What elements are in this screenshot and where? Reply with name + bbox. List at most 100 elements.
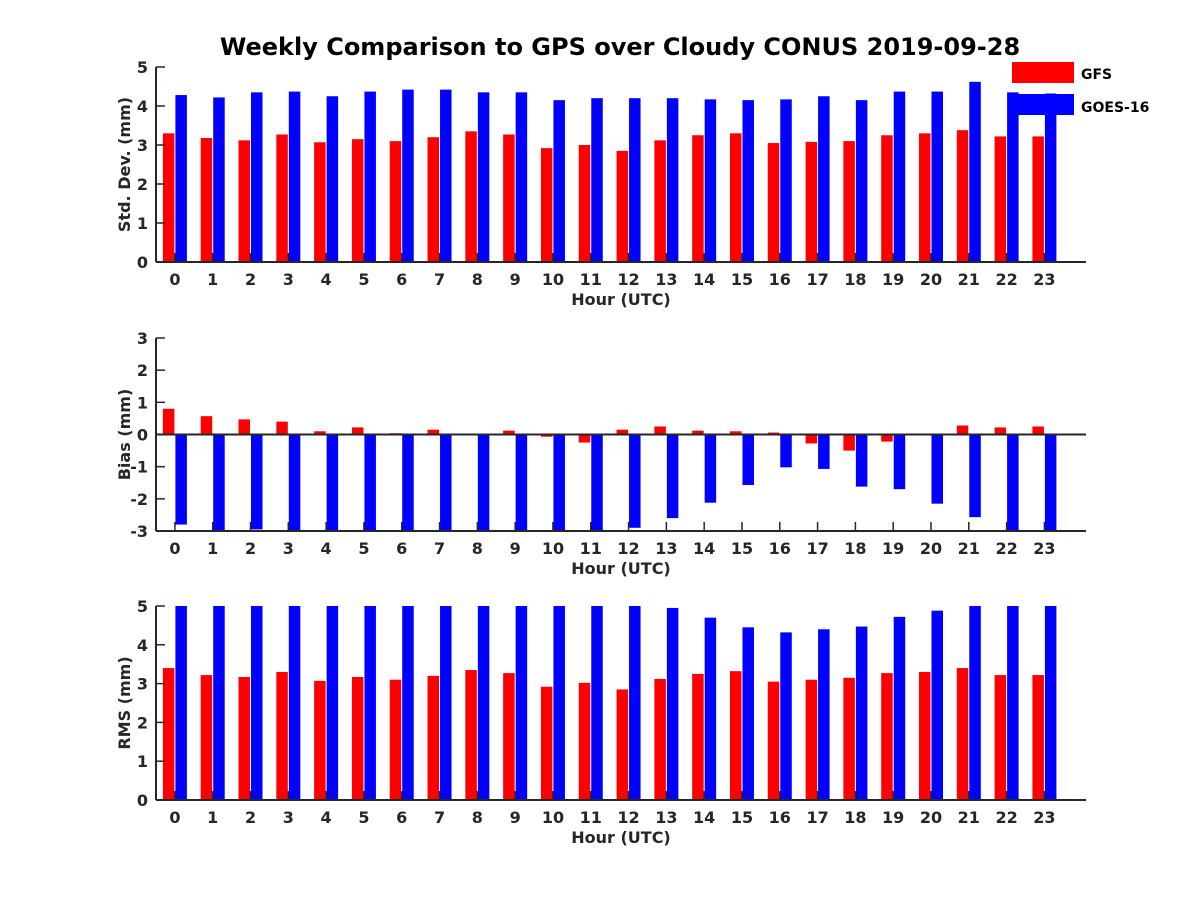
x-tick-label: 0 xyxy=(169,808,180,827)
bar-gfs-19 xyxy=(881,673,893,800)
y-tick-label: 3 xyxy=(137,136,148,155)
bar-goes-16-6 xyxy=(402,89,414,263)
bar-goes-16-10 xyxy=(553,606,565,800)
x-axis-label: Hour (UTC) xyxy=(571,828,671,847)
x-tick-label: 1 xyxy=(207,808,218,827)
bar-goes-16-1 xyxy=(213,434,225,531)
x-tick-label: 18 xyxy=(844,539,866,558)
y-tick-label: 0 xyxy=(137,253,148,272)
x-tick-label: 11 xyxy=(580,539,602,558)
bar-gfs-18 xyxy=(843,141,855,262)
bar-goes-16-3 xyxy=(288,434,301,531)
bar-goes-16-4 xyxy=(326,606,339,800)
x-tick-label: 13 xyxy=(655,539,677,558)
bar-gfs-7 xyxy=(427,675,440,800)
bar-gfs-19 xyxy=(881,434,893,442)
x-tick-label: 7 xyxy=(434,270,445,289)
x-tick-label: 9 xyxy=(510,539,521,558)
x-tick-label: 2 xyxy=(245,808,256,827)
x-tick-label: 13 xyxy=(655,808,677,827)
bar-goes-16-11 xyxy=(591,434,603,531)
x-tick-label: 13 xyxy=(655,270,677,289)
bar-goes-16-19 xyxy=(893,616,906,800)
x-tick-label: 8 xyxy=(472,539,483,558)
bar-gfs-1 xyxy=(200,416,213,435)
bar-gfs-8 xyxy=(465,670,477,800)
bar-gfs-15 xyxy=(729,671,742,800)
bar-goes-16-3 xyxy=(288,606,301,800)
y-tick-label: 2 xyxy=(137,713,148,732)
bar-goes-16-21 xyxy=(969,606,981,800)
bar-goes-16-20 xyxy=(931,434,943,504)
bar-goes-16-16 xyxy=(780,99,792,263)
x-tick-label: 19 xyxy=(882,270,904,289)
bar-gfs-5 xyxy=(351,139,364,262)
bar-gfs-18 xyxy=(843,434,855,451)
bar-goes-16-18 xyxy=(855,626,868,800)
x-tick-label: 18 xyxy=(844,270,866,289)
bar-gfs-14 xyxy=(692,673,704,800)
x-tick-label: 20 xyxy=(920,270,942,289)
bar-goes-16-1 xyxy=(213,606,225,800)
y-tick-label: 2 xyxy=(137,361,148,380)
x-tick-label: 4 xyxy=(321,539,332,558)
bar-gfs-21 xyxy=(956,130,969,262)
bar-gfs-21 xyxy=(956,425,969,435)
x-tick-label: 17 xyxy=(806,539,828,558)
bar-gfs-21 xyxy=(956,668,969,800)
bar-goes-16-8 xyxy=(477,434,490,531)
bar-goes-16-6 xyxy=(402,434,414,531)
x-tick-label: 11 xyxy=(580,808,602,827)
x-tick-label: 0 xyxy=(169,539,180,558)
bar-goes-16-14 xyxy=(704,99,717,263)
x-tick-label: 4 xyxy=(321,270,332,289)
bar-gfs-11 xyxy=(578,434,591,443)
bar-gfs-3 xyxy=(276,671,288,800)
bar-gfs-18 xyxy=(843,677,855,800)
bar-goes-16-4 xyxy=(326,434,339,531)
y-axis-label: Bias (mm) xyxy=(115,389,134,481)
bar-goes-16-7 xyxy=(440,89,452,263)
x-tick-label: 23 xyxy=(1033,808,1055,827)
bar-gfs-10 xyxy=(540,148,553,262)
y-tick-label: 4 xyxy=(137,97,148,116)
y-tick-label: 5 xyxy=(137,58,148,77)
bar-goes-16-15 xyxy=(742,100,754,263)
bar-gfs-0 xyxy=(162,408,175,435)
bar-goes-16-11 xyxy=(591,606,603,800)
bar-goes-16-22 xyxy=(1007,434,1019,531)
bar-gfs-1 xyxy=(200,675,213,800)
bar-gfs-7 xyxy=(427,137,440,262)
x-tick-label: 23 xyxy=(1033,270,1055,289)
x-tick-label: 6 xyxy=(396,808,407,827)
y-tick-label: 5 xyxy=(137,597,148,616)
bar-goes-16-17 xyxy=(818,629,830,800)
bar-gfs-17 xyxy=(805,434,818,444)
bar-gfs-9 xyxy=(503,134,515,262)
bar-goes-16-22 xyxy=(1007,92,1019,262)
x-tick-label: 14 xyxy=(693,270,715,289)
y-tick-label: 1 xyxy=(137,393,148,412)
bar-goes-16-0 xyxy=(175,95,187,262)
bar-goes-16-16 xyxy=(780,434,792,468)
x-tick-label: 22 xyxy=(995,539,1017,558)
legend-label-gfs: GFS xyxy=(1081,67,1112,83)
x-tick-label: 0 xyxy=(169,270,180,289)
y-tick-label: 1 xyxy=(137,752,148,771)
bar-goes-16-19 xyxy=(893,434,906,490)
bar-gfs-17 xyxy=(805,141,818,262)
y-tick-label: 0 xyxy=(137,426,148,445)
bar-gfs-2 xyxy=(238,140,251,262)
bar-gfs-5 xyxy=(351,427,364,435)
bar-gfs-9 xyxy=(503,430,515,435)
bar-gfs-13 xyxy=(654,678,666,800)
bar-gfs-10 xyxy=(540,686,553,800)
bar-goes-16-0 xyxy=(175,434,187,525)
bar-goes-16-5 xyxy=(364,606,376,800)
bar-goes-16-3 xyxy=(288,91,301,262)
y-tick-label: 3 xyxy=(137,675,148,694)
bar-goes-16-2 xyxy=(251,606,263,800)
bar-goes-16-6 xyxy=(402,606,414,800)
x-tick-label: 10 xyxy=(542,270,564,289)
